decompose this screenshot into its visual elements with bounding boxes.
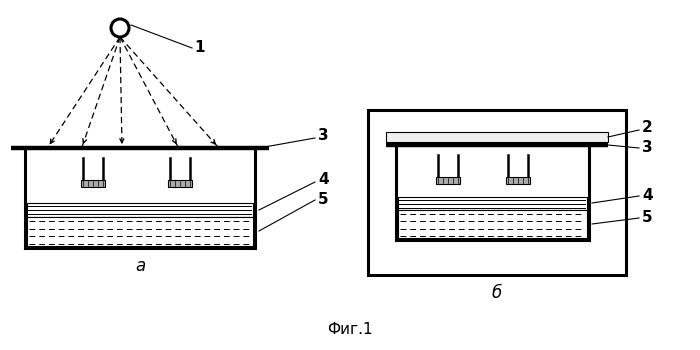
Bar — [397, 146, 588, 239]
Bar — [81, 180, 105, 187]
Text: б: б — [492, 284, 502, 302]
Bar — [436, 177, 460, 184]
Bar — [398, 197, 587, 210]
Bar — [27, 203, 253, 217]
Text: 3: 3 — [642, 140, 652, 154]
Text: 1: 1 — [194, 40, 204, 55]
Text: 4: 4 — [318, 173, 328, 188]
Text: 3: 3 — [318, 128, 328, 143]
Bar — [26, 149, 254, 247]
Text: Фиг.1: Фиг.1 — [327, 322, 373, 337]
Bar — [168, 180, 192, 187]
Bar — [506, 177, 530, 184]
Bar — [368, 110, 626, 275]
Bar — [27, 217, 253, 246]
Text: 5: 5 — [642, 210, 652, 224]
Bar — [398, 210, 587, 238]
Text: 2: 2 — [642, 120, 652, 135]
Text: а: а — [135, 257, 145, 275]
Text: 5: 5 — [318, 191, 328, 206]
Bar — [386, 132, 608, 142]
Text: 4: 4 — [642, 188, 652, 203]
